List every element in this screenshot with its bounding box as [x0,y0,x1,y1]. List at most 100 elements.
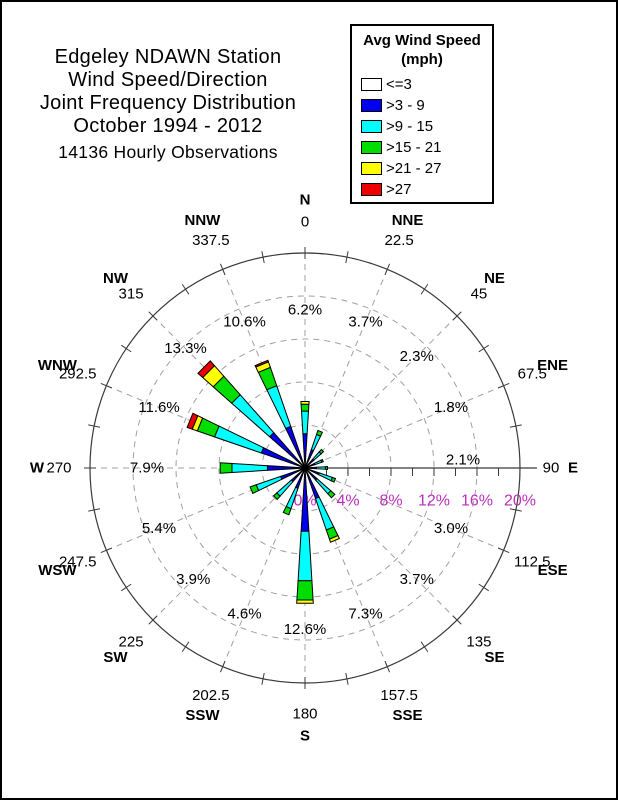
degree-label-NNW: 337.5 [192,232,230,249]
observations-count: 14136 Hourly Observations [58,142,278,162]
radial-axis-labels: 0%4%8%12%16%20% [293,493,536,510]
legend-item: >3 - 9 [361,95,492,116]
degree-label-W: 270 [46,460,71,477]
petal-NNW [254,359,306,469]
petal-NW [197,360,306,469]
radial-axis-label: 12% [418,493,450,510]
degree-label-N: 0 [301,214,309,231]
legend-box: Avg Wind Speed (mph) <=3 >3 - 9 >9 - 15 >15… [350,24,494,204]
title-line-3: Joint Frequency Distribution [39,92,297,114]
direction-label-WNW: WNW [38,357,78,374]
degree-label-E: 90 [543,460,560,477]
direction-label-SSE: SSE [393,707,423,724]
direction-label-W: W [30,460,45,477]
legend-swatch [361,162,382,175]
legend-label: >3 - 9 [386,97,425,114]
degree-label-NE: 45 [471,286,488,303]
direction-label-NNE: NNE [392,212,424,229]
legend-item: >15 - 21 [361,137,492,158]
degree-label-WNW: 292.5 [59,365,97,382]
freq-label-N: 6.2% [288,302,322,319]
freq-label-SW: 3.9% [176,571,210,588]
freq-label-E: 2.1% [446,452,480,469]
title-line-4: October 1994 - 2012 [73,115,263,137]
legend-title-units: (mph) [401,51,443,68]
degree-label-SW: 225 [119,633,144,650]
petal-segment->21 - 27 [300,401,310,405]
degree-label-NNE: 22.5 [385,232,414,249]
petal-segment->9 - 15 [315,478,332,495]
legend-swatch [361,99,382,112]
legend-item: <=3 [361,74,492,95]
petal-segment->15 - 21 [272,492,281,501]
petal-segment->9 - 15 [314,496,335,531]
petal-WSW [249,467,306,495]
legend-title: Avg Wind Speed [363,32,481,49]
petal-segment->9 - 15 [310,433,322,452]
petal-segment->9 - 15 [276,479,294,497]
degree-label-S: 180 [292,706,317,723]
direction-label-S: S [300,728,310,745]
legend-label: <=3 [386,76,412,93]
petal-segment->15 - 21 [296,580,314,601]
title-line-1: Edgeley NDAWN Station [54,46,282,68]
freq-label-NW: 13.3% [164,340,207,357]
petal-segment->27 [197,360,216,379]
petal-NNE [304,429,324,469]
legend-label: >9 - 15 [386,118,434,135]
direction-label-ESE: ESE [538,562,568,579]
petal-segment->15 - 21 [300,403,310,412]
petal-segment->15 - 21 [315,429,324,437]
direction-label-NNW: NNW [185,212,222,229]
legend-label: >21 - 27 [386,160,442,177]
petal-segment->9 - 15 [230,393,275,438]
petal-WNW [186,412,306,469]
freq-label-ENE: 1.8% [434,399,468,416]
legend-items: <=3 >3 - 9 >9 - 15 >15 - 21 >21 - 27 >27 [361,74,492,200]
freq-label-NNW: 10.6% [223,314,266,331]
direction-label-ENE: ENE [537,357,568,374]
legend-swatch [361,183,382,196]
petal-segment->9 - 15 [317,472,334,482]
petal-segment->9 - 15 [315,466,326,470]
petal-segment->9 - 15 [297,530,313,582]
petal-segment->9 - 15 [300,410,310,435]
petal-segment->15 - 21 [320,458,324,463]
legend-item: >27 [361,179,492,200]
frequency-labels: 6.2% 3.7% 2.3% 1.8% 2.1% 3.0% 3.7% 7.3% 12.6% 4.6… [130,302,480,638]
petal-segment->9 - 15 [213,425,265,454]
petal-segment->3 - 9 [266,465,305,471]
freq-label-NNE: 3.7% [348,314,382,331]
degree-label-WSW: 247.5 [59,554,97,571]
petal-segment->15 - 21 [324,466,328,470]
radial-axis-label: 20% [504,493,536,510]
freq-label-WSW: 5.4% [142,520,176,537]
petal-W [219,462,306,474]
petal-segment->15 - 21 [219,462,233,474]
legend-item: >9 - 15 [361,116,492,137]
petal-segment->9 - 15 [266,385,292,430]
legend-swatch [361,78,382,91]
direction-label-NW: NW [103,270,129,287]
degree-label-ENE: 67.5 [518,365,547,382]
petal-segment->9 - 15 [255,475,283,492]
freq-label-S: 12.6% [284,621,327,638]
petal-segment->27 [186,412,199,430]
petal-segment->15 - 21 [327,490,336,499]
petal-segment->21 - 27 [296,599,314,604]
freq-label-ESE: 3.0% [434,520,468,537]
legend-label: >27 [386,181,412,198]
chart-title-block: Edgeley NDAWN Station Wind Speed/Directi… [12,46,324,162]
petal-S [296,467,314,604]
direction-label-SW: SW [103,649,128,666]
freq-label-SE: 3.7% [400,571,434,588]
direction-label-E: E [568,460,578,477]
legend-swatch [361,120,382,133]
petal-segment->9 - 15 [231,462,268,474]
direction-label-WSW: WSW [38,562,77,579]
petal-segment->21 - 27 [328,534,341,543]
petal-segment->15 - 21 [282,505,292,516]
